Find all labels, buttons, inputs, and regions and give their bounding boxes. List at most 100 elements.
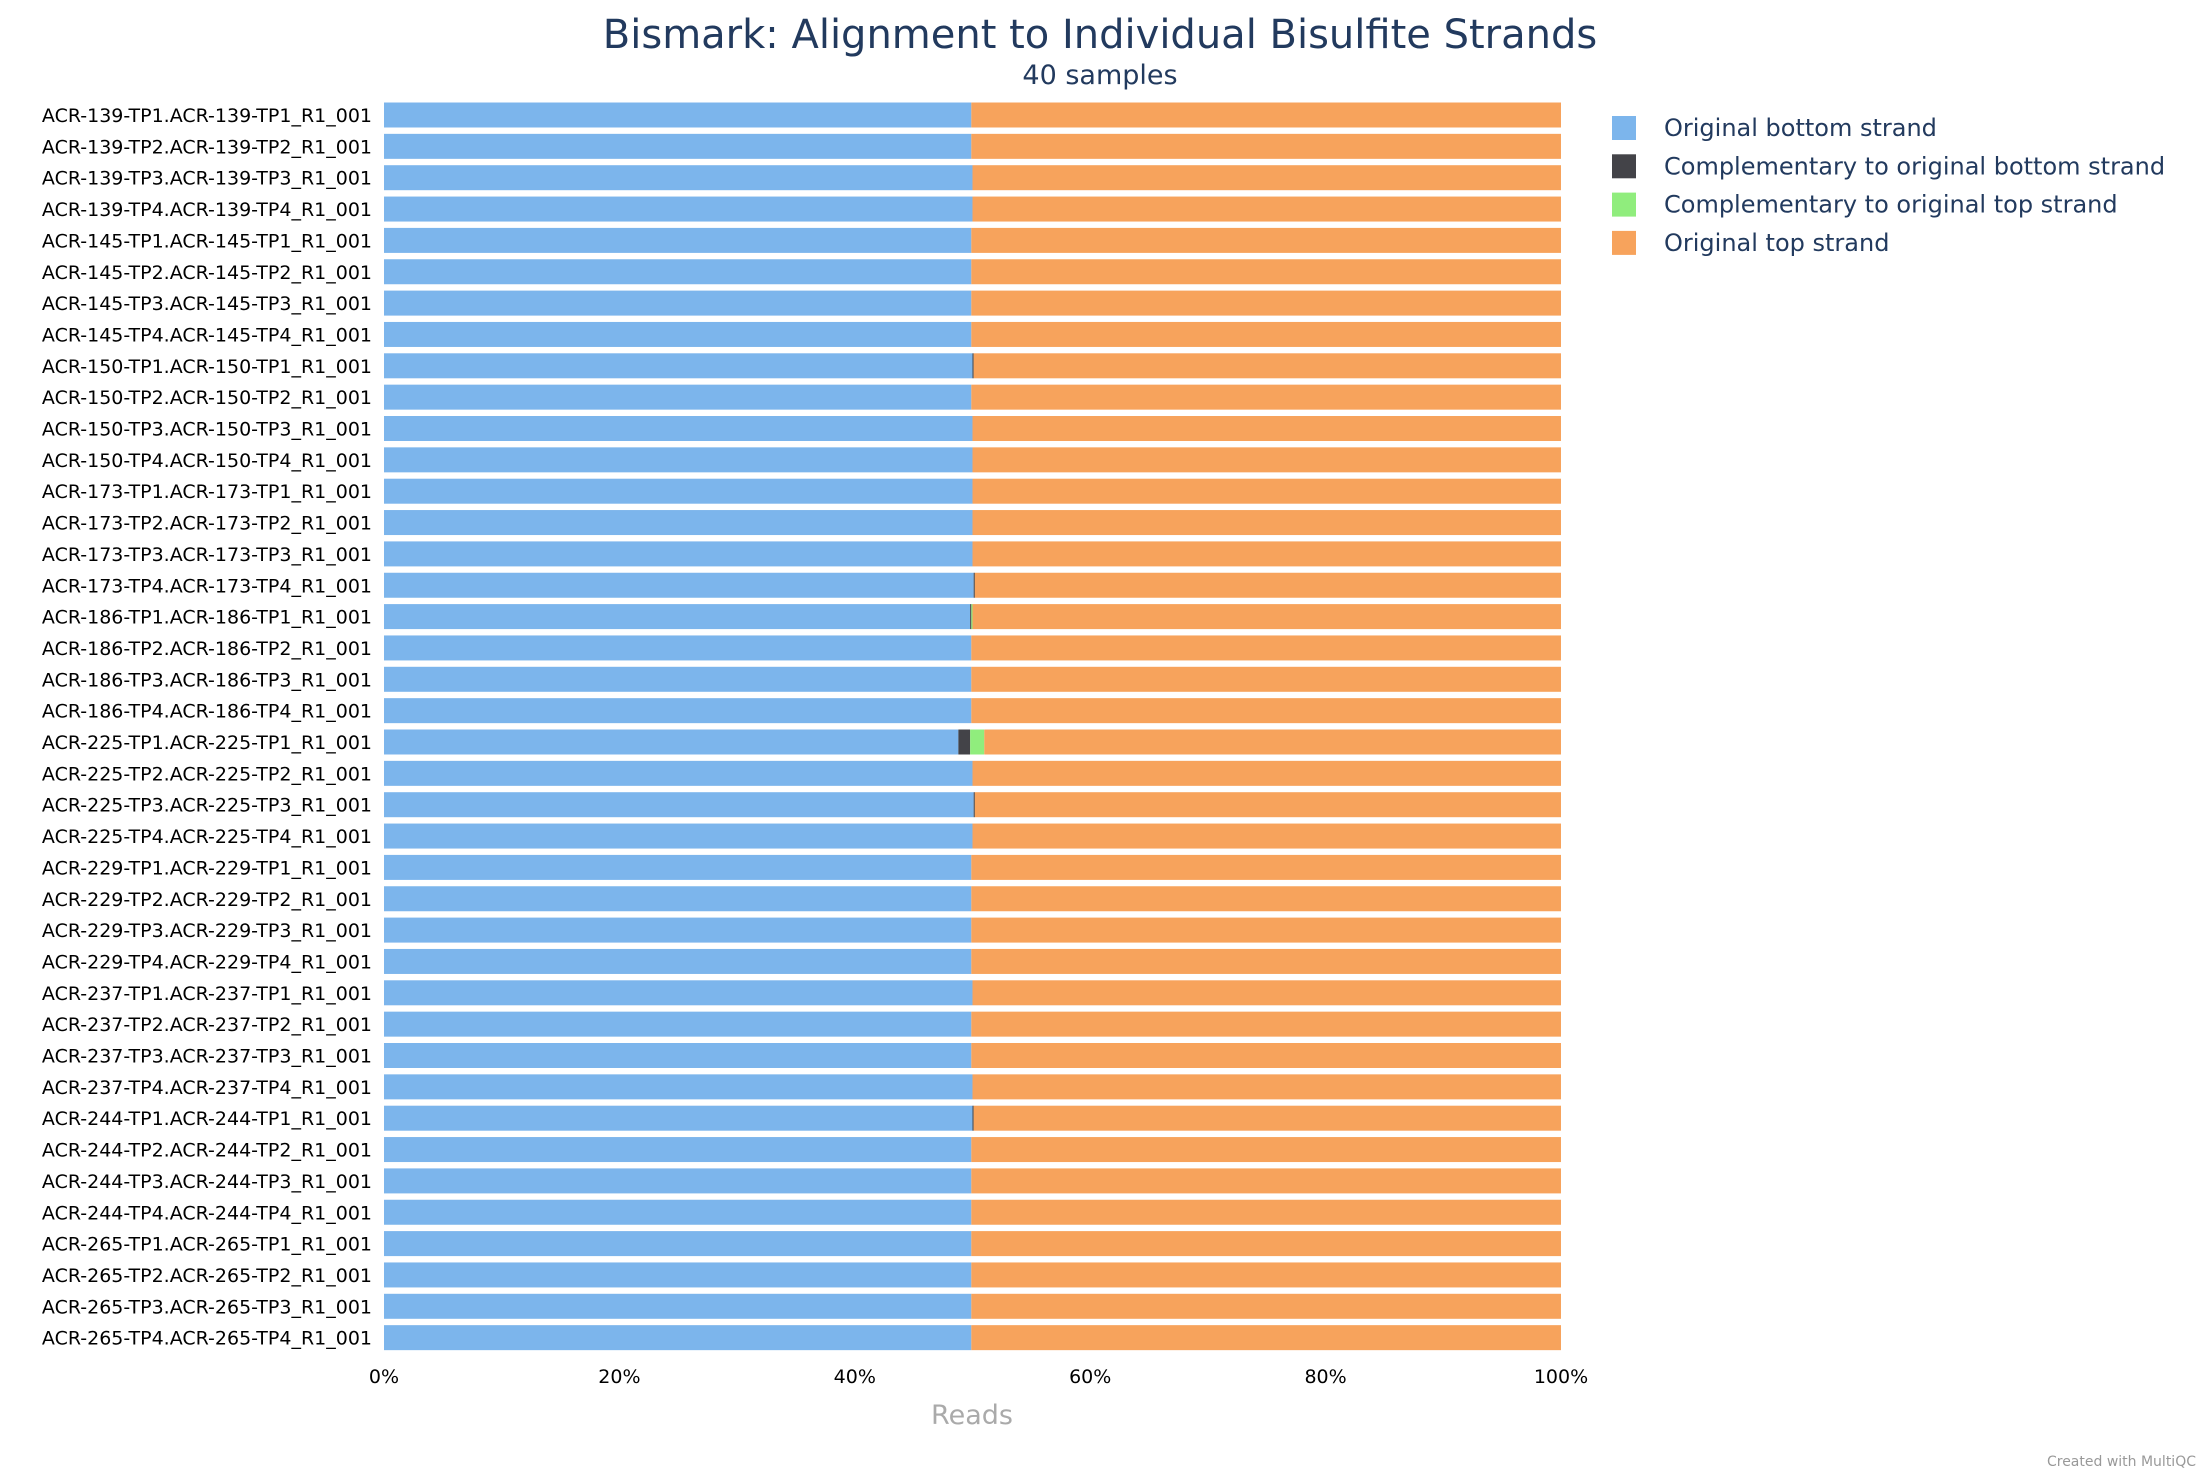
bar-segment-original-bottom-strand[interactable] bbox=[384, 886, 972, 912]
bar-segment-original-bottom-strand[interactable] bbox=[384, 1043, 972, 1068]
bar-segment-original-bottom-strand[interactable] bbox=[384, 196, 973, 222]
bar-segment-original-bottom-strand[interactable] bbox=[384, 635, 972, 661]
category-label: ACR-173-TP4.ACR-173-TP4_R1_001 bbox=[42, 575, 372, 597]
bar-segment-original-bottom-strand[interactable] bbox=[384, 854, 972, 880]
bar-segment-original-top-strand[interactable] bbox=[971, 948, 1561, 974]
bar-segment-original-bottom-strand[interactable] bbox=[384, 1262, 972, 1288]
bar-segment-original-top-strand[interactable] bbox=[971, 1168, 1561, 1194]
bar-segment-original-top-strand[interactable] bbox=[971, 1231, 1561, 1257]
bar-segment-original-bottom-strand[interactable] bbox=[384, 948, 972, 974]
bar-segment-original-top-strand[interactable] bbox=[972, 980, 1562, 1006]
bar-segment-original-top-strand[interactable] bbox=[974, 792, 1561, 818]
bar-segment-original-bottom-strand[interactable] bbox=[384, 102, 972, 128]
bar-segment-original-top-strand[interactable] bbox=[971, 1011, 1561, 1037]
category-label: ACR-139-TP3.ACR-139-TP3_R1_001 bbox=[42, 168, 372, 190]
bar-segment-original-top-strand[interactable] bbox=[971, 698, 1561, 724]
bar-segment-original-top-strand[interactable] bbox=[972, 1074, 1562, 1100]
bar-segment-original-top-strand[interactable] bbox=[972, 760, 1562, 786]
bar-segment-original-top-strand[interactable] bbox=[973, 1105, 1561, 1131]
bar-segment-original-top-strand[interactable] bbox=[971, 227, 1561, 253]
bar-segment-original-bottom-strand[interactable] bbox=[384, 980, 973, 1006]
bar-segment-original-top-strand[interactable] bbox=[972, 196, 1562, 222]
bar-segment-original-top-strand[interactable] bbox=[971, 1293, 1561, 1319]
bar-segment-original-bottom-strand[interactable] bbox=[384, 447, 973, 473]
category-label: ACR-145-TP2.ACR-145-TP2_R1_001 bbox=[42, 262, 372, 284]
x-axis-ticks: 0% 20% 40% 60% 80% 100% bbox=[369, 1366, 1588, 1388]
bar-segment-original-top-strand[interactable] bbox=[971, 321, 1561, 347]
bar-segment-complementary-to-original-bottom-strand[interactable] bbox=[973, 572, 975, 598]
bar-segment-original-top-strand[interactable] bbox=[972, 165, 1562, 191]
bar-segment-original-bottom-strand[interactable] bbox=[384, 1074, 973, 1100]
bar-segment-original-top-strand[interactable] bbox=[971, 133, 1561, 159]
bar-segment-original-top-strand[interactable] bbox=[972, 478, 1562, 504]
bar-segment-complementary-to-original-bottom-strand[interactable] bbox=[972, 1105, 974, 1131]
legend-item-complementary-to-original-top-strand[interactable]: Complementary to original top strand bbox=[1612, 191, 2118, 219]
bar-segment-complementary-to-original-top-strand[interactable] bbox=[970, 729, 985, 755]
bar-segment-original-bottom-strand[interactable] bbox=[384, 604, 971, 630]
bar-segment-original-bottom-strand[interactable] bbox=[384, 353, 973, 379]
bar-segment-original-bottom-strand[interactable] bbox=[384, 1231, 972, 1257]
bar-segment-original-bottom-strand[interactable] bbox=[384, 541, 973, 567]
bar-segment-original-bottom-strand[interactable] bbox=[384, 1199, 972, 1225]
bar-segment-original-bottom-strand[interactable] bbox=[384, 823, 973, 849]
category-label: ACR-244-TP2.ACR-244-TP2_R1_001 bbox=[42, 1140, 372, 1162]
bar-segment-original-top-strand[interactable] bbox=[974, 572, 1561, 598]
bar-segment-original-top-strand[interactable] bbox=[973, 353, 1561, 379]
bar-segment-original-top-strand[interactable] bbox=[971, 384, 1561, 410]
bar-segment-original-bottom-strand[interactable] bbox=[384, 917, 972, 943]
bar-segment-original-bottom-strand[interactable] bbox=[384, 227, 972, 253]
bar-segment-original-bottom-strand[interactable] bbox=[384, 259, 972, 285]
legend: Original bottom strand Complementary to o… bbox=[1612, 114, 2165, 257]
bar-segment-original-bottom-strand[interactable] bbox=[384, 165, 973, 191]
category-label: ACR-186-TP3.ACR-186-TP3_R1_001 bbox=[42, 669, 372, 691]
bar-segment-original-top-strand[interactable] bbox=[971, 1043, 1561, 1068]
bar-segment-complementary-to-original-bottom-strand[interactable] bbox=[958, 729, 971, 755]
bar-segment-original-bottom-strand[interactable] bbox=[384, 384, 972, 410]
bar-segment-original-bottom-strand[interactable] bbox=[384, 729, 959, 755]
legend-item-original-bottom-strand[interactable]: Original bottom strand bbox=[1612, 114, 1937, 142]
bar-segment-original-bottom-strand[interactable] bbox=[384, 698, 972, 724]
bar-segment-original-top-strand[interactable] bbox=[972, 604, 1562, 630]
bar-segment-original-top-strand[interactable] bbox=[971, 635, 1561, 661]
bar-segment-complementary-to-original-top-strand[interactable] bbox=[971, 604, 973, 630]
bar-segment-original-bottom-strand[interactable] bbox=[384, 1325, 972, 1351]
bar-segment-original-bottom-strand[interactable] bbox=[384, 792, 974, 818]
bar-segment-original-bottom-strand[interactable] bbox=[384, 416, 973, 441]
bar-segment-original-top-strand[interactable] bbox=[972, 416, 1562, 441]
bar-segment-original-top-strand[interactable] bbox=[971, 854, 1561, 880]
legend-item-complementary-to-original-bottom-strand[interactable]: Complementary to original bottom strand bbox=[1612, 152, 2165, 180]
bar-segment-original-top-strand[interactable] bbox=[972, 447, 1562, 473]
bar-segment-original-top-strand[interactable] bbox=[972, 541, 1562, 567]
legend-item-original-top-strand[interactable]: Original top strand bbox=[1612, 229, 1889, 257]
bar-segment-original-bottom-strand[interactable] bbox=[384, 760, 973, 786]
bar-segment-original-bottom-strand[interactable] bbox=[384, 290, 972, 316]
bar-segment-original-top-strand[interactable] bbox=[971, 666, 1561, 692]
bar-segment-original-top-strand[interactable] bbox=[972, 510, 1562, 536]
bar-segment-original-bottom-strand[interactable] bbox=[384, 572, 974, 598]
bar-segment-complementary-to-original-bottom-strand[interactable] bbox=[970, 604, 972, 630]
bar-segment-original-bottom-strand[interactable] bbox=[384, 1137, 972, 1163]
bar-segment-original-bottom-strand[interactable] bbox=[384, 666, 972, 692]
bar-segment-original-bottom-strand[interactable] bbox=[384, 321, 972, 347]
bar-segment-complementary-to-original-bottom-strand[interactable] bbox=[973, 792, 975, 818]
bar-segment-original-top-strand[interactable] bbox=[972, 823, 1562, 849]
bar-segment-original-bottom-strand[interactable] bbox=[384, 1293, 972, 1319]
bar-segment-original-top-strand[interactable] bbox=[971, 259, 1561, 285]
bar-segment-original-top-strand[interactable] bbox=[971, 1137, 1561, 1163]
bar-segment-original-bottom-strand[interactable] bbox=[384, 1168, 972, 1194]
bar-segment-complementary-to-original-bottom-strand[interactable] bbox=[972, 353, 974, 379]
x-tick-label: 100% bbox=[1534, 1366, 1588, 1388]
bar-segment-original-bottom-strand[interactable] bbox=[384, 133, 972, 159]
bar-segment-original-top-strand[interactable] bbox=[984, 729, 1561, 755]
bar-segment-original-top-strand[interactable] bbox=[971, 886, 1561, 912]
bar-segment-original-top-strand[interactable] bbox=[971, 917, 1561, 943]
bar-segment-original-bottom-strand[interactable] bbox=[384, 510, 973, 536]
bar-segment-original-bottom-strand[interactable] bbox=[384, 1011, 972, 1037]
bar-segment-original-top-strand[interactable] bbox=[971, 290, 1561, 316]
bar-segment-original-bottom-strand[interactable] bbox=[384, 1105, 973, 1131]
bar-segment-original-bottom-strand[interactable] bbox=[384, 478, 973, 504]
bar-segment-original-top-strand[interactable] bbox=[971, 1199, 1561, 1225]
bar-segment-original-top-strand[interactable] bbox=[971, 102, 1561, 128]
bar-segment-original-top-strand[interactable] bbox=[971, 1325, 1561, 1351]
bar-segment-original-top-strand[interactable] bbox=[971, 1262, 1561, 1288]
